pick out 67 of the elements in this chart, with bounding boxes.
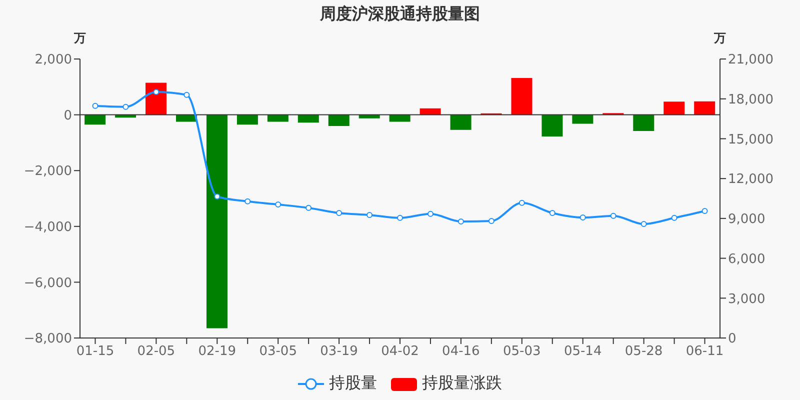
point	[336, 210, 342, 216]
point	[184, 92, 190, 98]
y2-tick-label: 6,000	[728, 252, 766, 267]
point	[458, 218, 464, 224]
point	[122, 104, 129, 110]
bar	[298, 114, 319, 123]
bar	[664, 102, 685, 115]
y2-tick-label: 9,000	[728, 212, 766, 228]
bar	[389, 114, 410, 122]
point	[306, 204, 312, 211]
y2-tick-label: 3,000	[728, 292, 766, 307]
bar	[633, 114, 654, 131]
x-tick-label: 04-16	[442, 344, 480, 360]
point	[427, 210, 434, 217]
point	[244, 198, 251, 204]
chart-title: 周度沪深股通持股量图	[319, 4, 481, 25]
x-tick-label: 04-02	[381, 344, 419, 360]
point	[92, 102, 98, 109]
y2-tick-label: 12,000	[728, 172, 774, 188]
point	[366, 212, 373, 218]
point	[275, 201, 282, 208]
point	[214, 194, 220, 200]
bar	[146, 82, 167, 115]
y-tick-label: −6,000	[24, 276, 72, 291]
point	[580, 214, 586, 220]
point	[488, 218, 494, 224]
y-tick-label: 0	[64, 108, 72, 124]
x-tick-label: 05-03	[503, 344, 541, 360]
bar	[206, 114, 228, 328]
y2-axis-title: 万	[714, 30, 726, 47]
point	[671, 214, 678, 221]
x-tick-label: 03-05	[259, 344, 297, 360]
legend-label: 持股量	[329, 373, 377, 394]
y2-tick-label: 18,000	[728, 92, 774, 108]
x-tick-label: 05-14	[564, 344, 602, 360]
x-tick-label: 06-11	[686, 344, 724, 360]
x-tick-label: 02-19	[198, 344, 236, 360]
bar	[328, 114, 350, 126]
x-tick-label: 01-15	[76, 344, 114, 360]
x-tick-label: 05-28	[624, 344, 663, 360]
legend-label: 持股量涨跌	[422, 373, 502, 394]
point	[640, 221, 647, 228]
point	[153, 88, 160, 95]
y-tick-label: −4,000	[24, 220, 72, 236]
bar	[694, 101, 716, 115]
point	[610, 212, 616, 219]
point	[518, 200, 525, 206]
bar	[267, 114, 288, 122]
y2-tick-label: 21,000	[728, 52, 774, 68]
y2-tick-label: 15,000	[728, 132, 774, 148]
y-tick-label: −2,000	[24, 164, 72, 180]
x-tick-label: 02-05	[137, 344, 176, 360]
bar	[236, 114, 258, 125]
bar	[420, 108, 441, 115]
y-axis-title: 万	[74, 30, 86, 47]
point	[549, 210, 556, 216]
bar	[511, 78, 532, 115]
bar	[84, 114, 106, 125]
point	[397, 214, 403, 221]
y-tick-label: −8,000	[24, 332, 72, 347]
bar	[450, 114, 472, 130]
y2-tick-label: 0	[728, 332, 736, 347]
bar	[542, 114, 563, 137]
x-tick-label: 03-19	[320, 344, 358, 360]
y-tick-label: 2,000	[34, 52, 72, 68]
point	[702, 208, 708, 214]
bar	[572, 114, 594, 124]
